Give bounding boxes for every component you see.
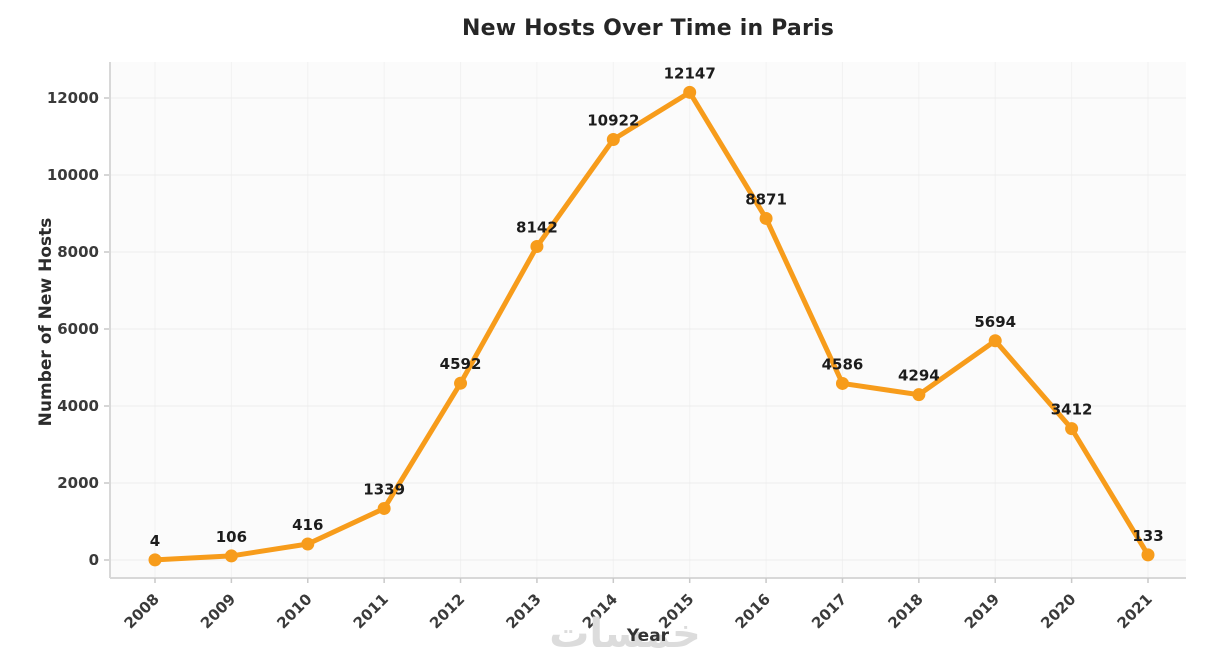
data-point <box>1141 548 1155 562</box>
data-point-label: 4294 <box>898 367 940 385</box>
data-point <box>377 501 391 515</box>
data-point-label: 4592 <box>440 355 482 373</box>
data-point <box>1065 422 1079 436</box>
data-point-label: 8871 <box>745 190 787 208</box>
y-tick-label: 6000 <box>57 320 99 338</box>
data-point <box>224 549 238 563</box>
data-point-label: 12147 <box>664 64 716 82</box>
data-point-label: 10922 <box>587 112 639 130</box>
y-tick-label: 12000 <box>47 89 99 107</box>
data-point-label: 4586 <box>822 355 864 373</box>
data-point-label: 1339 <box>363 480 405 498</box>
data-point-label: 5694 <box>974 313 1016 331</box>
y-tick-label: 10000 <box>47 166 99 184</box>
data-point <box>530 240 544 254</box>
data-point <box>454 376 468 390</box>
data-point-label: 416 <box>292 516 323 534</box>
data-point <box>683 85 697 99</box>
data-point <box>148 553 162 567</box>
data-point <box>835 376 849 390</box>
chart-title: New Hosts Over Time in Paris <box>461 16 835 41</box>
y-tick-label: 8000 <box>57 243 99 261</box>
data-point <box>301 537 315 551</box>
data-point <box>759 211 773 225</box>
data-point <box>606 133 620 147</box>
data-point-label: 4 <box>150 532 160 550</box>
plot-area <box>110 62 1186 578</box>
data-point-label: 8142 <box>516 219 558 237</box>
data-point-label: 3412 <box>1051 401 1093 419</box>
data-point-label: 106 <box>216 528 247 546</box>
y-tick-label: 2000 <box>57 474 99 492</box>
data-point <box>912 388 926 402</box>
x-axis-title: Year <box>626 626 670 646</box>
y-tick-label: 0 <box>89 551 99 569</box>
data-line <box>152 89 1151 563</box>
data-point <box>988 334 1002 348</box>
y-tick-label: 4000 <box>57 397 99 415</box>
data-point-label: 133 <box>1132 527 1163 545</box>
